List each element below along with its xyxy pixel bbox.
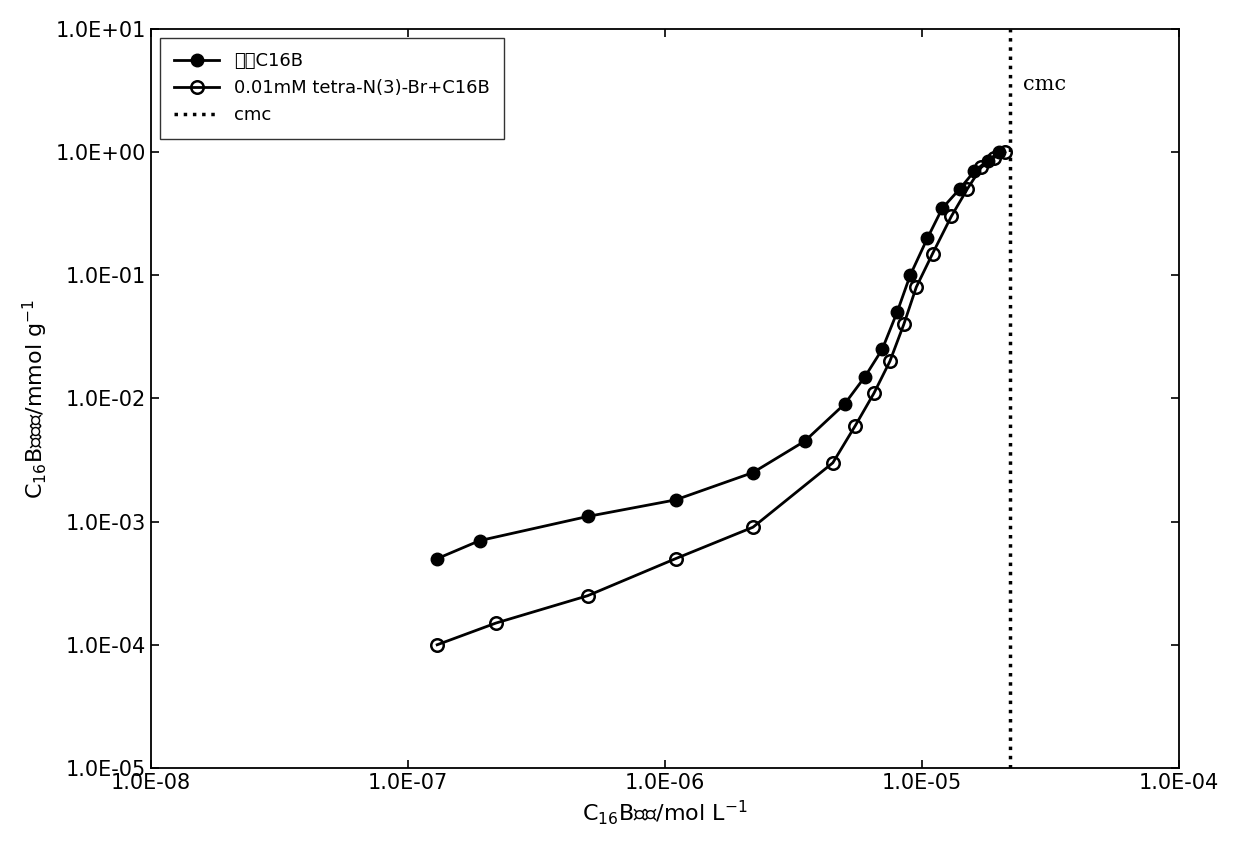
Y-axis label: $\mathrm{C_{16}B}$吸附量/mmol g$^{-1}$: $\mathrm{C_{16}B}$吸附量/mmol g$^{-1}$ xyxy=(21,298,50,499)
Text: cmc: cmc xyxy=(1023,75,1066,94)
cmc xyxy=(1003,147,1018,157)
单一C16B xyxy=(837,399,852,409)
0.01mM tetra-N(3)-Br+C16B xyxy=(986,153,1001,163)
0.01mM tetra-N(3)-Br+C16B xyxy=(897,319,911,329)
0.01mM tetra-N(3)-Br+C16B xyxy=(668,554,683,564)
Line: 0.01mM tetra-N(3)-Br+C16B: 0.01mM tetra-N(3)-Br+C16B xyxy=(432,146,1011,651)
单一C16B xyxy=(745,467,760,477)
0.01mM tetra-N(3)-Br+C16B xyxy=(489,618,503,628)
0.01mM tetra-N(3)-Br+C16B xyxy=(883,356,898,366)
单一C16B xyxy=(668,494,683,505)
单一C16B xyxy=(967,166,982,176)
0.01mM tetra-N(3)-Br+C16B xyxy=(430,639,445,650)
0.01mM tetra-N(3)-Br+C16B xyxy=(909,282,924,293)
单一C16B xyxy=(992,147,1007,157)
单一C16B xyxy=(797,436,812,446)
单一C16B xyxy=(580,511,595,522)
单一C16B xyxy=(952,184,967,194)
0.01mM tetra-N(3)-Br+C16B xyxy=(867,388,882,399)
单一C16B xyxy=(430,554,445,564)
0.01mM tetra-N(3)-Br+C16B xyxy=(944,211,959,221)
0.01mM tetra-N(3)-Br+C16B xyxy=(848,421,863,431)
0.01mM tetra-N(3)-Br+C16B xyxy=(826,458,841,468)
单一C16B xyxy=(874,344,889,354)
单一C16B xyxy=(980,156,994,166)
0.01mM tetra-N(3)-Br+C16B xyxy=(997,147,1012,157)
Line: 单一C16B: 单一C16B xyxy=(432,146,1006,565)
单一C16B xyxy=(858,371,873,382)
单一C16B xyxy=(472,536,487,546)
0.01mM tetra-N(3)-Br+C16B xyxy=(580,591,595,601)
0.01mM tetra-N(3)-Br+C16B xyxy=(960,184,975,194)
Legend: 单一C16B, 0.01mM tetra-N(3)-Br+C16B, cmc: 单一C16B, 0.01mM tetra-N(3)-Br+C16B, cmc xyxy=(160,38,505,139)
单一C16B xyxy=(935,203,950,213)
单一C16B xyxy=(889,307,904,317)
X-axis label: $\mathrm{C_{16}B}$浓度/mol L$^{-1}$: $\mathrm{C_{16}B}$浓度/mol L$^{-1}$ xyxy=(582,798,748,827)
0.01mM tetra-N(3)-Br+C16B xyxy=(745,522,760,533)
单一C16B xyxy=(920,233,935,243)
0.01mM tetra-N(3)-Br+C16B xyxy=(925,248,940,259)
0.01mM tetra-N(3)-Br+C16B xyxy=(973,162,988,172)
单一C16B xyxy=(903,271,918,281)
